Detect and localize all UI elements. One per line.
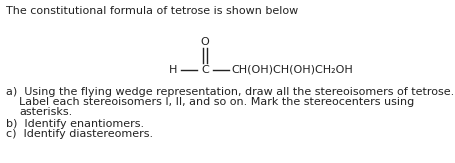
Text: a)  Using the flying wedge representation, draw all the stereoisomers of tetrose: a) Using the flying wedge representation… [6, 87, 453, 97]
Text: CH(OH)CH(OH)CH₂OH: CH(OH)CH(OH)CH₂OH [231, 65, 352, 75]
Text: asterisks.: asterisks. [19, 107, 72, 117]
Text: O: O [200, 37, 209, 47]
Text: c)  Identify diastereomers.: c) Identify diastereomers. [6, 129, 153, 139]
Text: C: C [201, 65, 208, 75]
Text: H: H [168, 65, 177, 75]
Text: b)  Identify enantiomers.: b) Identify enantiomers. [6, 119, 144, 129]
Text: The constitutional formula of tetrose is shown below: The constitutional formula of tetrose is… [6, 6, 298, 16]
Text: Label each stereoisomers I, II, and so on. Mark the stereocenters using: Label each stereoisomers I, II, and so o… [19, 97, 413, 107]
